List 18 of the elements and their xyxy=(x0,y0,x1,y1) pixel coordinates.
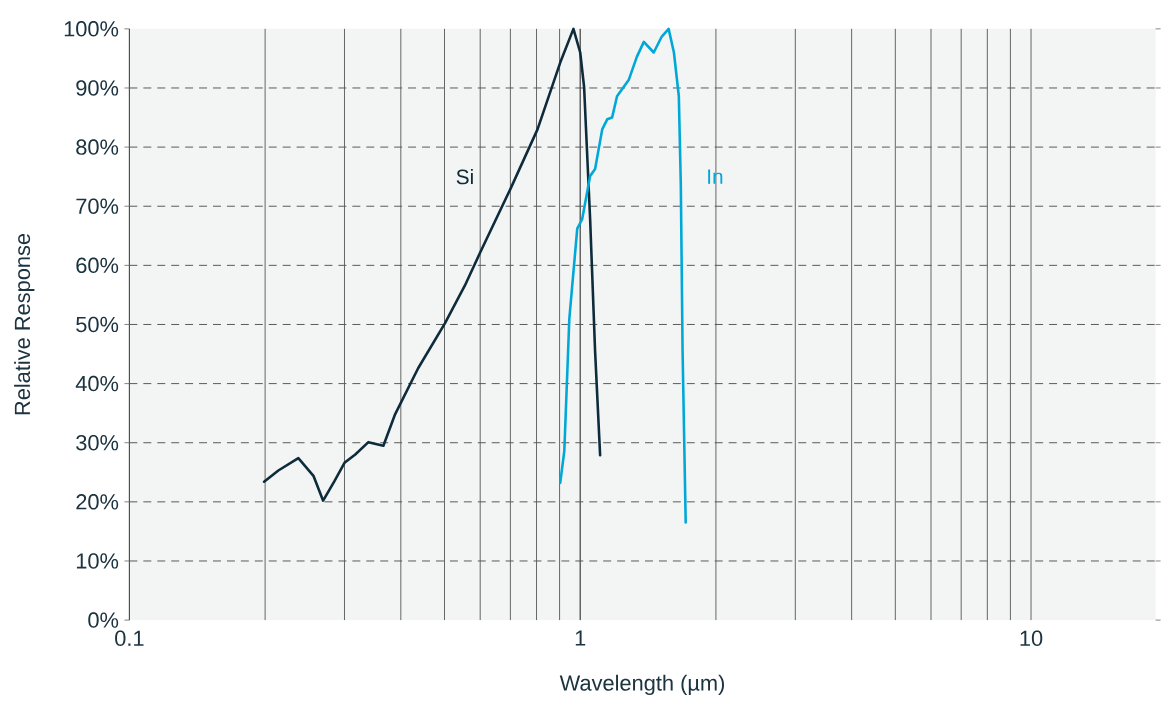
x-tick-label: 1 xyxy=(575,630,586,646)
y-tick-label: 10% xyxy=(76,553,119,569)
y-tick-label: 80% xyxy=(76,139,119,155)
y-tick-label: 20% xyxy=(76,494,119,510)
x-tick-label: 10 xyxy=(1020,630,1043,647)
y-tick-label: 100% xyxy=(64,21,119,37)
y-tick-label: 40% xyxy=(75,376,119,392)
x-tick-label: 0.1 xyxy=(115,630,144,647)
y-axis-title: Relative Response xyxy=(14,234,35,415)
y-tick-label: 60% xyxy=(76,257,119,274)
y-tick-label: 0% xyxy=(88,612,119,628)
x-axis-title: Wavelength (µm) xyxy=(559,674,724,696)
y-tick-label: 30% xyxy=(76,435,119,451)
y-tick-label: 70% xyxy=(76,198,119,215)
y-tick-label: 90% xyxy=(76,80,119,96)
y-tick-label: 50% xyxy=(76,316,119,333)
series-label: Si xyxy=(456,169,473,185)
series-label: In xyxy=(708,169,723,184)
